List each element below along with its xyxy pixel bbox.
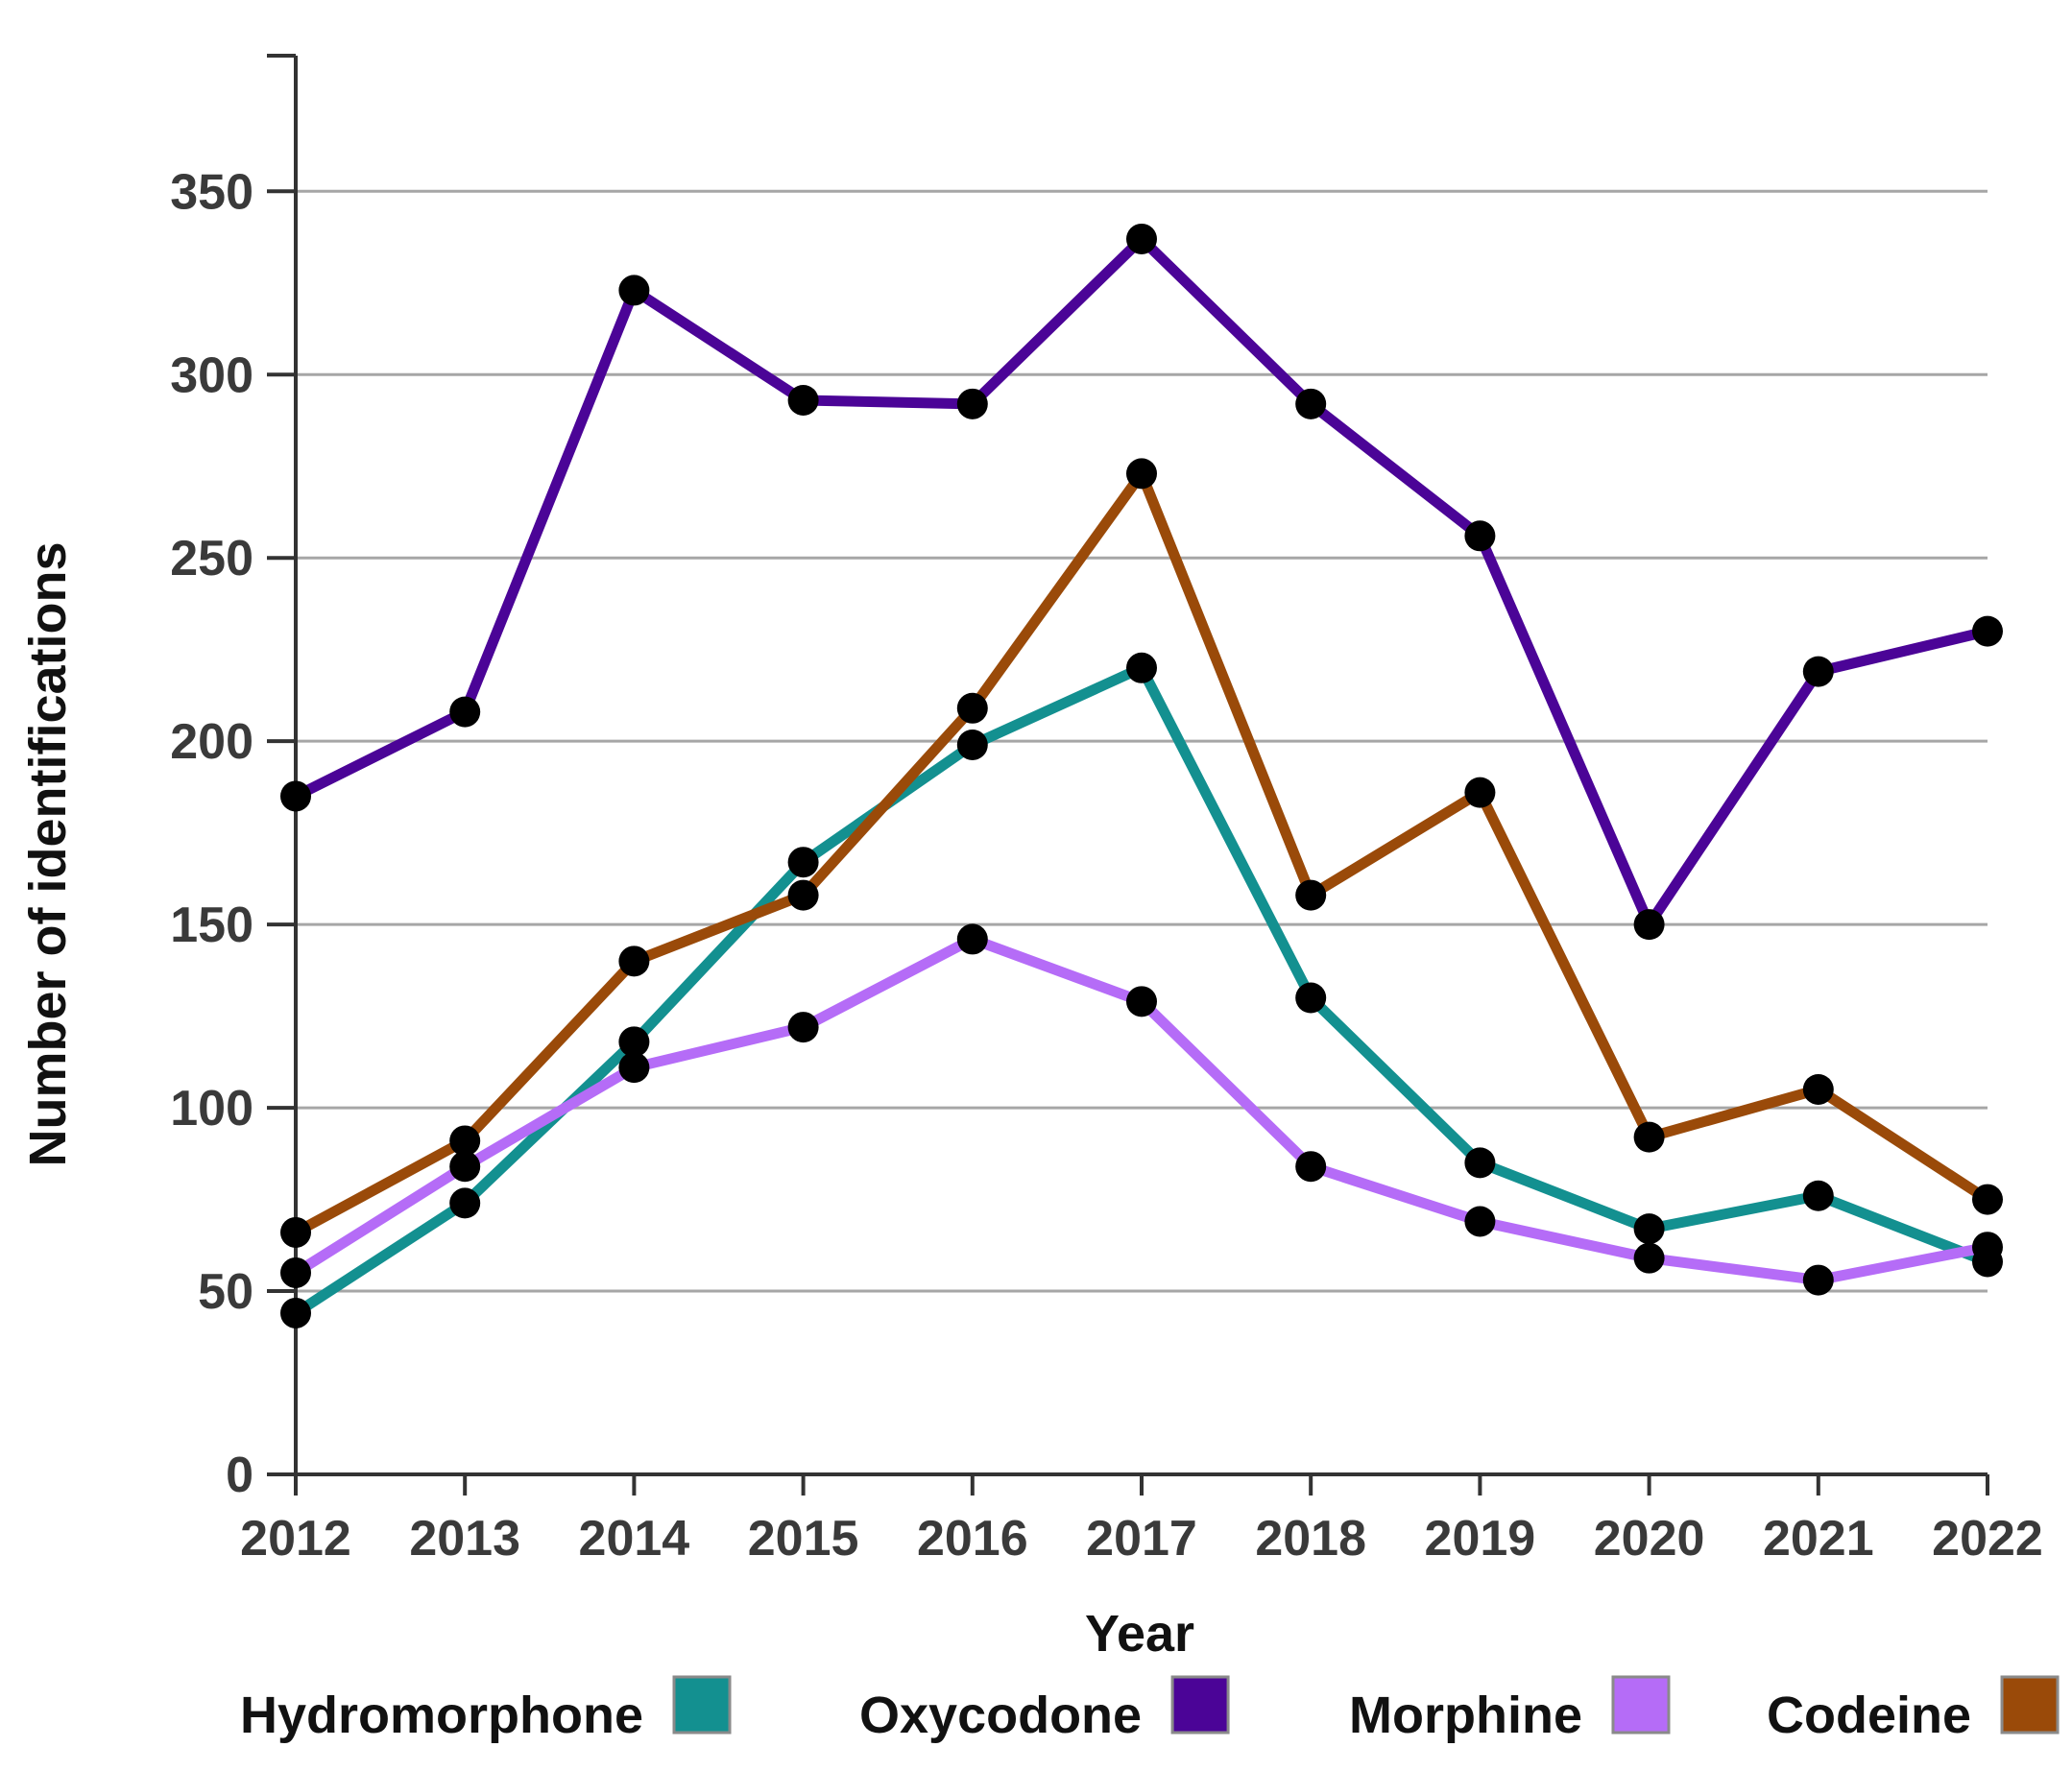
x-tick-label: 2017: [1086, 1511, 1197, 1567]
data-point-oxycodone-2019: [1464, 520, 1496, 552]
data-point-morphine-2013: [449, 1151, 481, 1183]
data-point-oxycodone-2012: [280, 780, 311, 812]
data-point-oxycodone-2022: [1972, 615, 2003, 647]
legend-label: Oxycodone: [859, 1687, 1142, 1744]
data-point-codeine-2017: [1126, 458, 1157, 490]
data-point-oxycodone-2013: [449, 696, 481, 728]
data-point-codeine-2022: [1972, 1184, 2003, 1215]
data-point-morphine-2016: [956, 923, 988, 955]
data-point-hydromorphone-2021: [1802, 1180, 1834, 1211]
data-point-hydromorphone-2014: [618, 1026, 650, 1058]
legend-item-morphine: Morphine: [1349, 1675, 1671, 1744]
data-point-oxycodone-2021: [1802, 656, 1834, 687]
series-line-oxycodone: [290, 233, 1993, 930]
data-point-codeine-2015: [787, 879, 819, 911]
data-point-oxycodone-2016: [956, 388, 988, 419]
legend-swatch: [1611, 1675, 1671, 1735]
data-point-codeine-2012: [280, 1216, 311, 1248]
data-point-morphine-2015: [787, 1012, 819, 1043]
x-tick-label: 2021: [1763, 1511, 1874, 1567]
data-point-hydromorphone-2018: [1295, 982, 1327, 1014]
legend: Hydromorphone Oxycodone Morphine Codeine: [240, 1675, 2060, 1744]
data-point-oxycodone-2015: [787, 384, 819, 416]
series-lines: [290, 233, 1993, 1319]
y-tick-label: 350: [170, 164, 253, 220]
x-tick-label: 2015: [748, 1511, 859, 1567]
data-point-hydromorphone-2013: [449, 1187, 481, 1219]
data-point-oxycodone-2020: [1633, 909, 1665, 941]
series-markers: [280, 223, 2003, 1328]
data-point-hydromorphone-2015: [787, 847, 819, 878]
data-point-codeine-2014: [618, 945, 650, 977]
data-point-oxycodone-2017: [1126, 223, 1157, 254]
data-point-morphine-2022: [1972, 1232, 2003, 1263]
data-point-codeine-2016: [956, 692, 988, 724]
y-tick-label: 250: [170, 531, 253, 586]
data-point-hydromorphone-2012: [280, 1297, 311, 1328]
data-point-morphine-2014: [618, 1052, 650, 1084]
legend-label: Codeine: [1767, 1687, 1971, 1744]
y-tick-label: 200: [170, 714, 253, 770]
data-point-morphine-2017: [1126, 986, 1157, 1017]
data-point-oxycodone-2018: [1295, 388, 1327, 419]
data-point-morphine-2018: [1295, 1151, 1327, 1183]
legend-item-oxycodone: Oxycodone: [859, 1675, 1230, 1744]
data-point-codeine-2019: [1464, 777, 1496, 808]
x-tick-label: 2013: [409, 1511, 520, 1567]
data-point-codeine-2018: [1295, 879, 1327, 911]
data-point-morphine-2020: [1633, 1242, 1665, 1274]
axes: [267, 54, 1989, 1496]
legend-item-hydromorphone: Hydromorphone: [240, 1675, 732, 1744]
data-point-hydromorphone-2019: [1464, 1147, 1496, 1179]
legend-item-codeine: Codeine: [1767, 1675, 2060, 1744]
data-point-codeine-2013: [449, 1125, 481, 1157]
x-tick-label: 2019: [1425, 1511, 1536, 1567]
x-tick-label: 2022: [1932, 1511, 2043, 1567]
data-point-codeine-2021: [1802, 1073, 1834, 1105]
y-tick-label: 0: [226, 1448, 253, 1503]
y-tick-label: 150: [170, 897, 253, 953]
x-axis-title: Year: [1085, 1605, 1194, 1663]
data-point-morphine-2012: [280, 1256, 311, 1288]
data-point-morphine-2021: [1802, 1264, 1834, 1296]
data-point-hydromorphone-2020: [1633, 1213, 1665, 1245]
x-tick-label: 2012: [240, 1511, 351, 1567]
x-tick-label: 2014: [579, 1511, 690, 1567]
legend-swatch: [672, 1675, 732, 1735]
data-point-oxycodone-2014: [618, 275, 650, 306]
x-tick-label: 2016: [917, 1511, 1028, 1567]
gridlines: [296, 189, 1988, 1293]
x-tick-label: 2018: [1255, 1511, 1366, 1567]
x-tick-label: 2020: [1594, 1511, 1705, 1567]
y-tick-label: 50: [198, 1264, 253, 1320]
tick-labels: 0 50 100 150 200 250 300 350 2012 2013 2014 2015 201…: [170, 164, 2043, 1567]
data-point-codeine-2020: [1633, 1121, 1665, 1153]
data-point-hydromorphone-2016: [956, 729, 988, 760]
data-point-morphine-2019: [1464, 1206, 1496, 1237]
legend-label: Hydromorphone: [240, 1687, 643, 1744]
legend-label: Morphine: [1349, 1687, 1582, 1744]
y-tick-label: 300: [170, 347, 253, 403]
data-point-hydromorphone-2017: [1126, 652, 1157, 683]
legend-swatch: [1170, 1675, 1230, 1735]
y-axis-title: Number of identifications: [19, 541, 77, 1166]
y-tick-label: 100: [170, 1081, 253, 1137]
legend-swatch: [2000, 1675, 2060, 1735]
